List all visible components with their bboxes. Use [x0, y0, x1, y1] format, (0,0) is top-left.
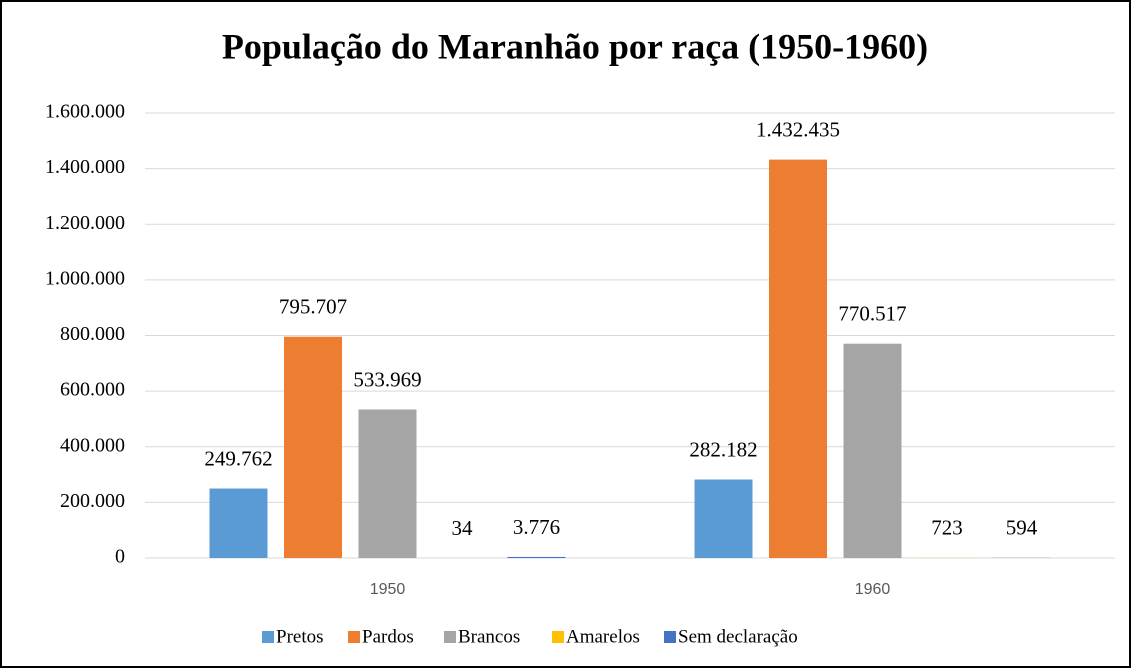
bar	[209, 488, 268, 558]
data-label: 533.969	[353, 367, 421, 391]
data-label: 249.762	[204, 446, 272, 470]
chart-title: População do Maranhão por raça (1950-196…	[222, 26, 928, 66]
legend-label: Pardos	[362, 626, 414, 647]
data-label: 723	[931, 516, 963, 540]
bar	[284, 336, 342, 558]
x-tick-label: 1950	[370, 581, 406, 598]
y-tick-label: 1.200.000	[45, 212, 125, 234]
bar	[769, 159, 827, 559]
y-tick-label: 600.000	[60, 379, 125, 401]
data-label: 795.707	[279, 295, 347, 319]
legend-label: Brancos	[458, 626, 520, 647]
bar	[694, 479, 753, 558]
y-tick-label: 1.400.000	[45, 156, 125, 178]
y-tick-label: 400.000	[60, 434, 125, 456]
data-label: 1.432.435	[756, 117, 840, 141]
bar	[507, 556, 566, 558]
data-label: 770.517	[838, 302, 906, 326]
data-label: 282.182	[689, 437, 757, 461]
legend-label: Sem declaração	[678, 626, 798, 647]
legend-swatch	[262, 631, 274, 643]
bar	[843, 343, 902, 558]
legend-label: Pretos	[276, 626, 324, 647]
data-label: 594	[1006, 516, 1038, 540]
data-label: 34	[452, 516, 474, 540]
y-tick-label: 1.600.000	[45, 101, 125, 123]
y-tick-label: 1.000.000	[45, 267, 125, 289]
data-label: 3.776	[513, 515, 560, 539]
legend-swatch	[444, 631, 456, 643]
y-tick-label: 0	[115, 546, 125, 568]
legend-label: Amarelos	[566, 626, 640, 647]
legend-swatch	[552, 631, 564, 643]
y-tick-label: 200.000	[60, 490, 125, 512]
x-tick-label: 1960	[855, 581, 891, 598]
legend-swatch	[348, 631, 360, 643]
bar	[358, 409, 417, 558]
y-tick-label: 800.000	[60, 323, 125, 345]
legend-swatch	[664, 631, 676, 643]
